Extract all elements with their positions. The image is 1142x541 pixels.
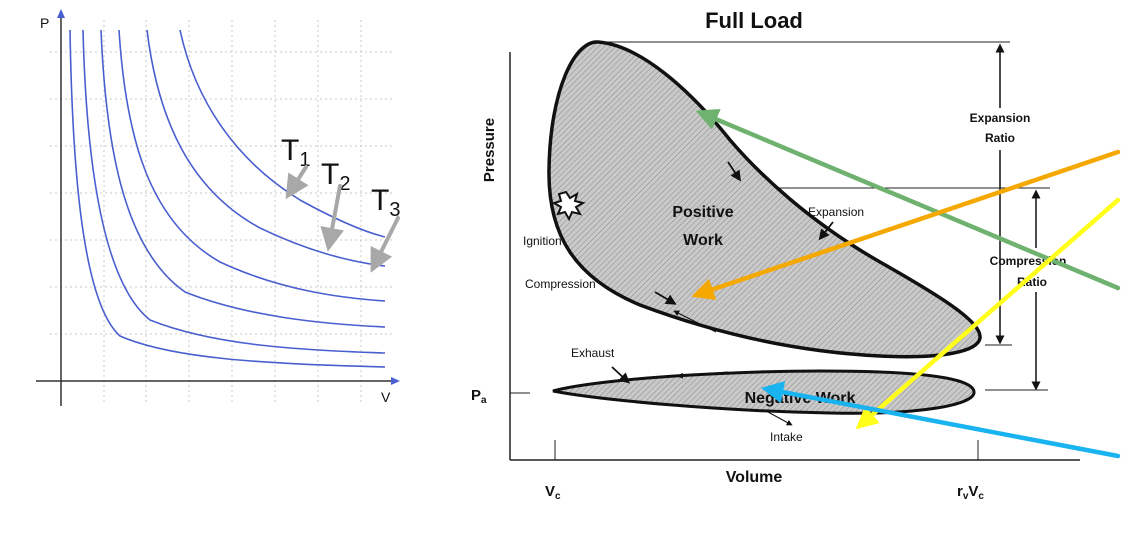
positive-work-loop [547, 40, 982, 359]
pressure-axis-label: Pressure [481, 118, 498, 182]
ratio-arrows [995, 43, 1041, 391]
pv-cycle-diagram: Full Load Pressure Volume Pa Vc rvVc [471, 8, 1080, 502]
isotherm-curve [179, 29, 386, 238]
isotherm-plot: P V T1 T2 T3 [36, 9, 400, 406]
pa-label: Pa [471, 387, 487, 406]
t2-label: T2 [321, 158, 350, 195]
rvvc-label: rvVc [957, 483, 984, 502]
compression-arrow-icon [654, 291, 677, 305]
isotherm-curves [69, 29, 386, 368]
vc-label: Vc [545, 483, 561, 502]
expansion-ratio-label-line2: Ratio [985, 131, 1015, 145]
ignition-label: Ignition [523, 234, 562, 248]
volume-axis-label: Volume [726, 469, 783, 486]
isotherm-curve [82, 29, 386, 354]
compression-inner-arrow-icon [673, 310, 717, 333]
temperature-arrows [285, 165, 400, 273]
isotherm-curve [69, 29, 386, 368]
exhaust-inner-arrow-icon [677, 371, 729, 379]
expansion-top-arrow-icon [727, 161, 741, 182]
temperature-labels: T1 T2 T3 [281, 134, 400, 221]
isotherm-curve [118, 29, 386, 302]
positive-work-label: Positive [672, 204, 733, 221]
exhaust-arrow-icon [611, 366, 630, 384]
p-axis-label: P [40, 15, 49, 31]
x-axis-arrow-icon [391, 377, 400, 385]
exhaust-label: Exhaust [571, 346, 615, 360]
expansion-arrow-icon [818, 221, 834, 241]
orange-pointer-arrow-icon [691, 149, 1121, 301]
t1-arrow-icon [285, 165, 309, 200]
t3-label: T3 [371, 184, 400, 221]
ignition-burst-icon [551, 190, 586, 222]
intake-arrow-icon [767, 411, 793, 426]
isotherm-curve [100, 29, 386, 328]
yellow-pointer-arrow-icon [855, 197, 1121, 430]
positive-work-label-line2: Work [683, 232, 723, 249]
isotherm-curve [146, 29, 386, 267]
y-axis-arrow-icon [57, 9, 65, 18]
t2-arrow-icon [320, 184, 344, 252]
grid [50, 20, 392, 402]
t1-label: T1 [281, 134, 310, 171]
t3-arrow-icon [370, 216, 400, 273]
compression-label: Compression [525, 277, 596, 291]
expansion-ratio-label: Expansion [970, 111, 1031, 125]
process-arrows [611, 161, 834, 426]
diagram-title: Full Load [705, 8, 803, 33]
v-axis-label: V [381, 389, 391, 405]
blue-pointer-arrow-icon [760, 381, 1121, 459]
pointer-arrows [691, 108, 1121, 459]
intake-label: Intake [770, 430, 803, 444]
compression-ratio-label-line2: Ratio [1017, 275, 1047, 289]
expansion-label: Expansion [808, 205, 864, 219]
